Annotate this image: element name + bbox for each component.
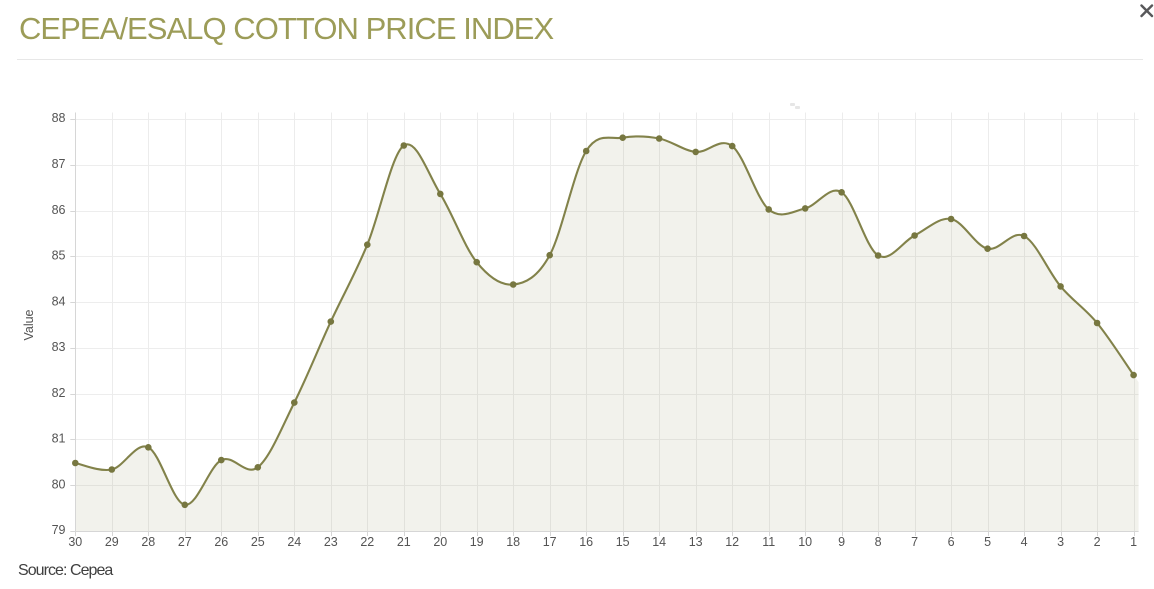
svg-text:5: 5 bbox=[984, 535, 991, 549]
svg-text:26: 26 bbox=[214, 535, 228, 549]
svg-text:87: 87 bbox=[52, 157, 66, 171]
svg-text:25: 25 bbox=[251, 535, 265, 549]
svg-text:20: 20 bbox=[433, 535, 447, 549]
svg-text:27: 27 bbox=[178, 535, 192, 549]
svg-text:15: 15 bbox=[616, 535, 630, 549]
svg-text:22: 22 bbox=[360, 535, 374, 549]
svg-text:83: 83 bbox=[52, 340, 66, 354]
svg-text:6: 6 bbox=[948, 535, 955, 549]
svg-text:24: 24 bbox=[287, 535, 301, 549]
svg-text:82: 82 bbox=[52, 386, 66, 400]
svg-text:11: 11 bbox=[762, 535, 775, 549]
svg-text:7: 7 bbox=[911, 535, 918, 549]
svg-text:18: 18 bbox=[506, 535, 520, 549]
svg-text:85: 85 bbox=[52, 249, 66, 263]
svg-text:1: 1 bbox=[1130, 535, 1137, 549]
svg-text:23: 23 bbox=[324, 535, 338, 549]
svg-text:3: 3 bbox=[1057, 535, 1064, 549]
svg-text:80: 80 bbox=[52, 477, 66, 491]
svg-text:4: 4 bbox=[1021, 535, 1028, 549]
svg-text:14: 14 bbox=[652, 535, 666, 549]
svg-text:10: 10 bbox=[798, 535, 812, 549]
svg-text:29: 29 bbox=[105, 535, 119, 549]
svg-text:79: 79 bbox=[52, 523, 66, 537]
svg-text:13: 13 bbox=[689, 535, 703, 549]
svg-text:12: 12 bbox=[725, 535, 739, 549]
svg-text:17: 17 bbox=[543, 535, 557, 549]
svg-text:81: 81 bbox=[52, 432, 66, 446]
svg-text:28: 28 bbox=[141, 535, 155, 549]
svg-text:88: 88 bbox=[52, 111, 66, 125]
svg-text:86: 86 bbox=[52, 203, 66, 217]
svg-text:8: 8 bbox=[875, 535, 882, 549]
svg-text:19: 19 bbox=[470, 535, 484, 549]
svg-text:30: 30 bbox=[68, 535, 82, 549]
svg-text:84: 84 bbox=[52, 294, 66, 308]
svg-text:21: 21 bbox=[397, 535, 411, 549]
svg-text:9: 9 bbox=[838, 535, 845, 549]
svg-text:16: 16 bbox=[579, 535, 593, 549]
svg-text:2: 2 bbox=[1094, 535, 1101, 549]
svg-text:Value: Value bbox=[22, 309, 36, 340]
